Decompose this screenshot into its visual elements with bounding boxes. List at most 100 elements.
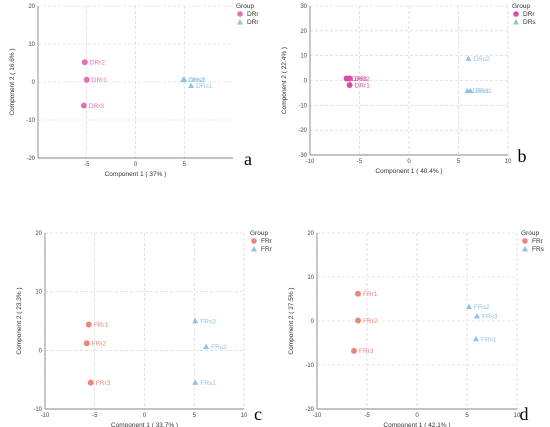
y-tick-label: 0 — [311, 319, 315, 325]
x-tick-label: 0 — [407, 159, 411, 165]
data-point-triangle — [473, 335, 479, 342]
data-point-label: FRs1 — [481, 336, 497, 343]
legend-marker-circle — [522, 238, 528, 244]
data-point-label: FRs2 — [474, 304, 490, 311]
legend-title: Group — [250, 230, 268, 237]
legend-marker-circle — [513, 11, 519, 17]
x-axis-label: Component 1 ( 37% ) — [105, 171, 167, 178]
data-point-label: FRr1 — [94, 322, 109, 329]
data-point-label: DRs1 — [196, 83, 213, 90]
data-point-triangle — [465, 55, 472, 61]
x-tick-label: 10 — [505, 159, 512, 165]
legend-title: Group — [512, 3, 530, 10]
chart-panel-c: -10 -5 0 5 10 -10 0 10 20 Component 1 ( 33.7% ) Co… — [16, 230, 273, 427]
data-point-triangle — [464, 87, 471, 94]
y-tick-label: 0 — [304, 79, 308, 85]
data-point-label: FRs1 — [200, 380, 216, 387]
y-axis-label: Component 2 ( 23.3% ) — [16, 287, 23, 354]
x-axis-label: Component 1 ( 33.7% ) — [111, 422, 178, 427]
legend-marker-triangle — [237, 19, 243, 25]
x-tick-label: 5 — [457, 159, 461, 165]
data-point-label: DRs2 — [189, 77, 206, 84]
x-tick-label: 0 — [134, 162, 138, 168]
data-point-triangle — [474, 312, 480, 319]
y-tick-label: 20 — [35, 231, 42, 237]
data-point-label: DRs2 — [473, 56, 490, 63]
x-tick-label: -5 — [364, 413, 370, 419]
y-tick-label: -20 — [305, 407, 314, 413]
x-tick-label: 5 — [465, 413, 469, 419]
data-point-circle — [80, 102, 87, 109]
data-point-circle — [355, 317, 361, 324]
legend-entry-label: FRr — [532, 238, 544, 245]
chart-panel-b: -10 -5 0 5 10 -30 -20 -10 0 10 20 30 Component 1 ( 4… — [281, 3, 536, 175]
y-axis-label: Component 2 ( 22.4% ) — [281, 47, 288, 114]
legend-entry-label: FRr — [261, 238, 273, 245]
x-tick-label: 0 — [143, 413, 147, 419]
x-tick-label: 10 — [514, 413, 521, 419]
data-point-label: FRs2 — [211, 344, 227, 351]
data-point-label: DRr2 — [90, 60, 106, 67]
panel-letter: a — [244, 149, 252, 169]
y-tick-label: -10 — [305, 363, 314, 369]
data-point-circle — [351, 347, 357, 354]
data-point-label: DRr1 — [355, 82, 371, 89]
data-point-triangle — [203, 343, 210, 350]
legend-marker-circle — [251, 238, 257, 244]
y-tick-label: -30 — [298, 153, 307, 159]
legend-entry-label: DRr — [247, 11, 259, 18]
data-point-label: FRr2 — [363, 318, 378, 325]
chart-panel-a: -5 0 5 -20 -10 0 10 20 Component 1 ( 37% ) Compon… — [9, 3, 259, 178]
data-point-circle — [83, 76, 90, 83]
y-tick-label: -10 — [33, 407, 42, 413]
y-tick-label: -20 — [298, 128, 307, 134]
y-tick-label: -10 — [26, 118, 35, 124]
x-tick-label: 5 — [183, 162, 187, 168]
x-tick-label: -10 — [41, 413, 50, 419]
x-tick-label: 10 — [241, 413, 248, 419]
data-point-triangle — [192, 317, 199, 324]
data-point-circle — [87, 379, 94, 386]
data-point-label: DRr3 — [352, 76, 368, 83]
data-point-circle — [355, 290, 361, 297]
legend-marker-triangle — [522, 246, 528, 252]
legend-marker-triangle — [513, 19, 519, 25]
x-tick-label: 0 — [415, 413, 419, 419]
data-point-label: DRs3 — [188, 77, 205, 84]
data-point-label: DRr2 — [355, 76, 371, 83]
data-point-triangle — [466, 303, 472, 310]
data-point-label: FRr3 — [359, 348, 374, 355]
y-tick-label: 0 — [32, 80, 36, 86]
x-axis-label: Component 1 ( 42.1% ) — [383, 422, 450, 427]
y-axis-label: Component 2 ( 16.6% ) — [9, 48, 16, 115]
legend-title: Group — [521, 230, 539, 237]
legend-entry-label: FRr — [261, 246, 273, 253]
legend-entry-label: DRs — [523, 19, 536, 26]
data-point-label: DRs3 — [472, 88, 489, 95]
panel-letter: c — [254, 404, 262, 424]
x-tick-label: -5 — [357, 159, 363, 165]
y-tick-label: 20 — [28, 4, 35, 10]
panel-letter: b — [518, 146, 527, 166]
data-point-label: DRr1 — [92, 77, 108, 84]
data-point-circle — [346, 81, 353, 88]
y-tick-label: 20 — [307, 231, 314, 237]
legend-marker-circle — [237, 11, 243, 17]
legend-marker-triangle — [251, 246, 257, 252]
y-axis-label: Component 2 ( 27.5% ) — [288, 287, 295, 354]
y-tick-label: 10 — [35, 290, 42, 296]
data-point-label: FRs3 — [482, 313, 498, 320]
data-point-triangle — [188, 82, 195, 88]
data-point-triangle — [180, 76, 187, 82]
data-point-label: DRr3 — [89, 103, 105, 110]
y-tick-label: 10 — [300, 54, 307, 60]
data-point-label: DRs1 — [475, 88, 492, 95]
y-tick-label: 10 — [28, 42, 35, 48]
data-point-label: FRr1 — [363, 291, 378, 298]
data-point-circle — [83, 340, 90, 347]
data-point-label: FRr2 — [92, 341, 107, 348]
y-tick-label: 20 — [300, 29, 307, 35]
data-point-label: FRr3 — [96, 380, 111, 387]
